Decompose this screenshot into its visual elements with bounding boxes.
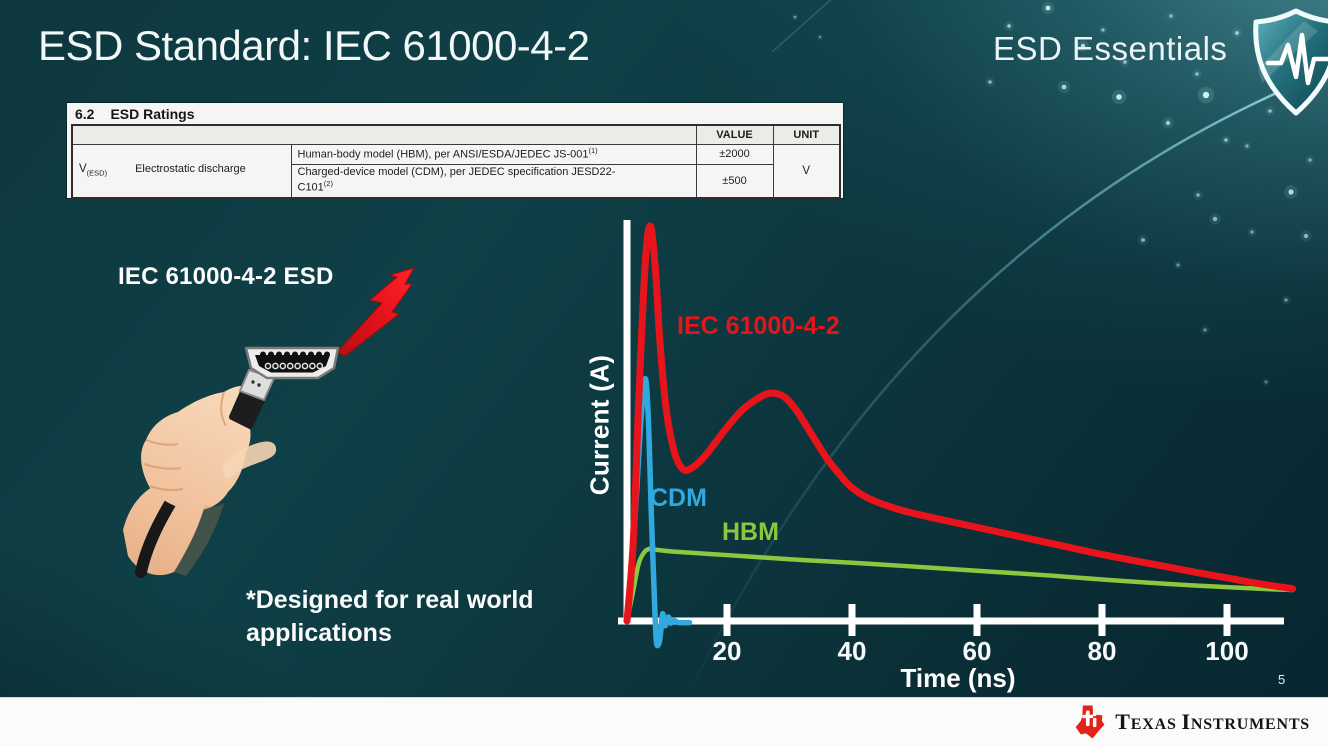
shield-pulse-icon <box>1246 6 1328 120</box>
ratings-heading: 6.2 ESD Ratings <box>67 103 843 124</box>
page-number: 5 <box>1278 672 1286 687</box>
hand-holding-cable-illustration <box>123 267 416 578</box>
esd-ratings-card: 6.2 ESD Ratings VALUE UNIT V(ESD) Electros… <box>67 103 843 199</box>
cdm-description-cell: Charged-device model (CDM), per JEDEC sp… <box>290 163 697 199</box>
table-row-hbm: V(ESD) Electrostatic discharge Human-body… <box>71 143 841 199</box>
designed-note: *Designed for real world applications <box>246 586 534 648</box>
pulse-line-icon <box>1265 32 1328 86</box>
connector-screw <box>257 383 261 387</box>
brand-header: ESD Essentials <box>0 0 1328 130</box>
symbol: V <box>79 163 87 176</box>
ti-letter-i-dot <box>1092 712 1097 717</box>
footer-bar: TEXAS INSTRUMENTS <box>0 697 1328 746</box>
connector-screw <box>251 380 255 384</box>
footnote-ref: (2) <box>323 179 333 189</box>
ti-letter-t-bar <box>1082 714 1094 719</box>
value-header: VALUE <box>695 124 774 145</box>
cdm-value-cell: ±500 <box>695 163 774 199</box>
ti-logo-text: TEXAS INSTRUMENTS <box>1115 709 1310 734</box>
series-title: ESD Essentials <box>993 30 1228 67</box>
ti-letter-t-stem <box>1086 710 1090 727</box>
hdmi-pin-rings <box>264 362 324 370</box>
hbm-description-cell: Human-body model (HBM), per ANSI/ESDA/JE… <box>290 143 697 165</box>
unit-cell: V <box>772 143 841 199</box>
y-axis-label: Current (A) <box>584 354 615 496</box>
table-header-row: VALUE UNIT <box>71 124 841 145</box>
finger-creases <box>143 391 227 491</box>
parameter-label: Electrostatic discharge <box>135 163 246 176</box>
texas-shape <box>1075 705 1105 739</box>
empty-header-cell <box>71 124 697 145</box>
ti-letter-i-stem <box>1093 717 1097 728</box>
hand-fist <box>141 385 257 511</box>
footnote-ref: (1) <box>588 145 598 155</box>
thumb <box>223 441 277 479</box>
ti-logo: TEXAS INSTRUMENTS <box>1072 704 1310 740</box>
unit-header: UNIT <box>772 124 841 145</box>
table-row-cdm: Charged-device model (CDM), per JEDEC sp… <box>72 163 840 199</box>
lightning-bolt-icon <box>336 267 416 357</box>
page-title: ESD Standard: IEC 61000-4-2 <box>38 22 590 69</box>
x-axis-label: Time (ns) <box>900 663 1016 693</box>
light-streak-small <box>771 0 832 53</box>
section-title: ESD Ratings <box>110 106 195 122</box>
symbol-subscript: (ESD) <box>86 168 108 178</box>
hbm-value-cell: ±2000 <box>695 143 774 165</box>
section-number: 6.2 <box>75 106 95 122</box>
iec-esd-label: IEC 61000-4-2 ESD <box>118 263 334 290</box>
wrist-shadow <box>174 503 224 576</box>
symbol-cell: V(ESD) Electrostatic discharge <box>71 143 292 199</box>
hdmi-pins <box>260 351 330 358</box>
esd-ratings-table: VALUE UNIT V(ESD) Electrostatic discharge… <box>71 124 841 199</box>
ti-bug-icon <box>1075 705 1105 739</box>
